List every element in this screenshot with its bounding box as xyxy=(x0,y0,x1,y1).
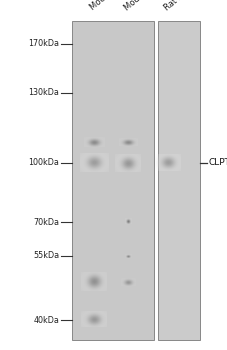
Text: Rat brain: Rat brain xyxy=(162,0,197,12)
Text: 70kDa: 70kDa xyxy=(33,218,59,227)
Text: CLPTM1: CLPTM1 xyxy=(209,158,227,167)
Bar xyxy=(158,21,200,340)
Text: 100kDa: 100kDa xyxy=(28,158,59,167)
Text: 170kDa: 170kDa xyxy=(28,39,59,48)
Text: 130kDa: 130kDa xyxy=(28,88,59,97)
Bar xyxy=(72,21,154,340)
Text: Mouse kidney: Mouse kidney xyxy=(89,0,139,12)
Text: Mouse brain: Mouse brain xyxy=(123,0,168,12)
Text: 40kDa: 40kDa xyxy=(33,316,59,325)
Text: 55kDa: 55kDa xyxy=(33,251,59,260)
